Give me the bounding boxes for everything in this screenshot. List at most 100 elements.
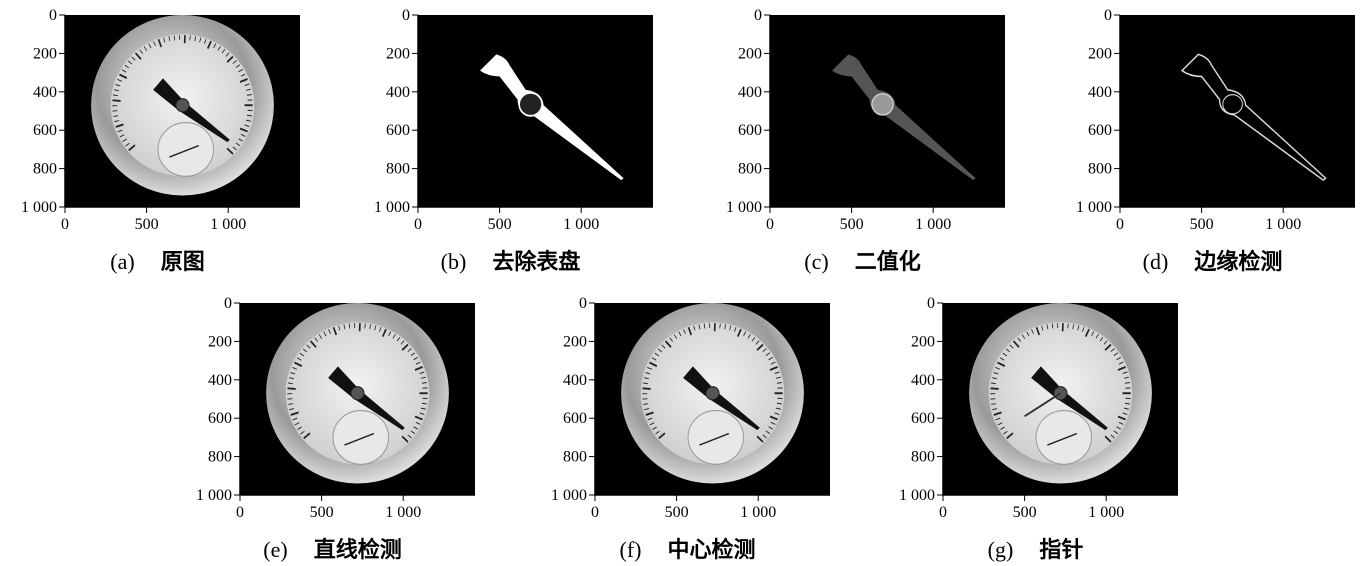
x-tick-label: 0 [939,504,947,521]
image-content [266,303,449,483]
y-tick-label: 800 [563,449,587,466]
hub [1054,387,1067,400]
x-tick-label: 0 [1116,216,1124,233]
x-tick-label: 500 [1190,216,1214,233]
y-tick-label: 1 000 [1076,199,1112,216]
x-tick-label: 1 000 [915,216,951,233]
x-tick-label: 1 000 [1265,216,1301,233]
hub [706,387,719,400]
caption-label: (e) [263,537,287,562]
x-tick-label: 0 [766,216,774,233]
caption-text: 中心检测 [667,537,755,563]
x-tick-label: 500 [135,216,159,233]
image-content [969,303,1152,483]
x-tick-label: 0 [61,216,69,233]
y-tick-label: 600 [386,122,410,139]
x-tick-label: 500 [665,504,689,521]
y-tick-label: 400 [386,84,410,101]
image-content [91,15,274,195]
y-tick-label: 0 [224,295,232,312]
y-tick-label: 800 [33,161,57,178]
sub-dial [158,123,213,177]
y-tick-label: 0 [754,7,762,24]
y-tick-label: 200 [208,333,232,350]
x-tick-label: 500 [310,504,334,521]
caption: (a) 原图 [110,249,204,275]
y-tick-label: 400 [563,372,587,389]
y-tick-label: 0 [402,7,410,24]
dial-tick [720,324,721,329]
dial-tick [287,388,295,389]
y-tick-label: 800 [738,161,762,178]
y-tick-label: 400 [738,84,762,101]
figure: 02004006008001 00005001 000(a)原图02004006… [0,0,1369,566]
caption: (c) 二值化 [804,249,920,275]
caption-text: 直线检测 [314,537,402,563]
y-tick-label: 600 [563,410,587,427]
dial-tick [174,36,175,41]
panel: 02004006008001 00005001 000(d)边缘检测 [1076,7,1355,275]
y-tick-label: 200 [386,45,410,62]
y-tick-label: 600 [1088,122,1112,139]
dial-tick [990,388,998,389]
y-tick-label: 200 [911,333,935,350]
caption: (f) 中心检测 [620,537,756,563]
dial-tick [365,324,366,329]
y-tick-label: 400 [33,84,57,101]
y-tick-label: 600 [738,122,762,139]
x-tick-label: 1 000 [210,216,246,233]
y-tick-label: 800 [386,161,410,178]
y-tick-label: 600 [911,410,935,427]
x-tick-label: 1 000 [563,216,599,233]
panel: 02004006008001 00005001 000(a)原图 [21,7,300,275]
binary-hub [872,94,893,115]
x-tick-label: 1 000 [740,504,776,521]
caption-label: (c) [804,249,828,274]
caption: (b)去除表盘 [441,249,581,275]
caption: (e) 直线检测 [263,537,401,563]
caption: (g) 指针 [988,537,1084,563]
panel: 02004006008001 00005001 000(c)二值化 [726,7,1005,275]
dial-tick [1052,324,1053,329]
image-content [621,303,804,483]
y-tick-label: 800 [1088,161,1112,178]
y-tick-label: 600 [33,122,57,139]
caption-text: 原图 [161,250,205,275]
y-tick-label: 0 [927,295,935,312]
sub-dial [333,411,388,465]
dial-tick [190,36,191,41]
y-tick-label: 400 [1088,84,1112,101]
y-tick-label: 0 [1104,7,1112,24]
y-tick-label: 400 [911,372,935,389]
y-tick-label: 200 [738,45,762,62]
y-tick-label: 600 [208,410,232,427]
y-tick-label: 1 000 [551,487,587,504]
y-tick-label: 400 [208,372,232,389]
panel: 02004006008001 00005001 000(g)指针 [899,295,1178,563]
mask-hole [519,93,542,116]
x-tick-label: 1 000 [1088,504,1124,521]
dial-tick [704,324,705,329]
caption-label: (d) [1143,249,1169,274]
x-tick-label: 1 000 [385,504,421,521]
caption-text: 二值化 [855,249,921,275]
y-tick-label: 0 [579,295,587,312]
y-tick-label: 800 [911,449,935,466]
caption-label: (g) [988,537,1014,562]
y-tick-label: 1 000 [899,487,935,504]
caption-label: (f) [620,537,642,562]
y-tick-label: 1 000 [196,487,232,504]
x-tick-label: 0 [591,504,599,521]
dial-tick [1068,324,1069,329]
caption-label: (a) [110,249,134,274]
y-tick-label: 1 000 [374,199,410,216]
sub-dial [1036,411,1091,465]
y-tick-label: 0 [49,7,57,24]
panel: 02004006008001 00005001 000(b)去除表盘 [374,7,653,275]
sub-dial [688,411,743,465]
dial-tick [642,388,650,389]
hub [176,99,189,112]
caption-text: 指针 [1039,537,1083,563]
x-tick-label: 0 [236,504,244,521]
